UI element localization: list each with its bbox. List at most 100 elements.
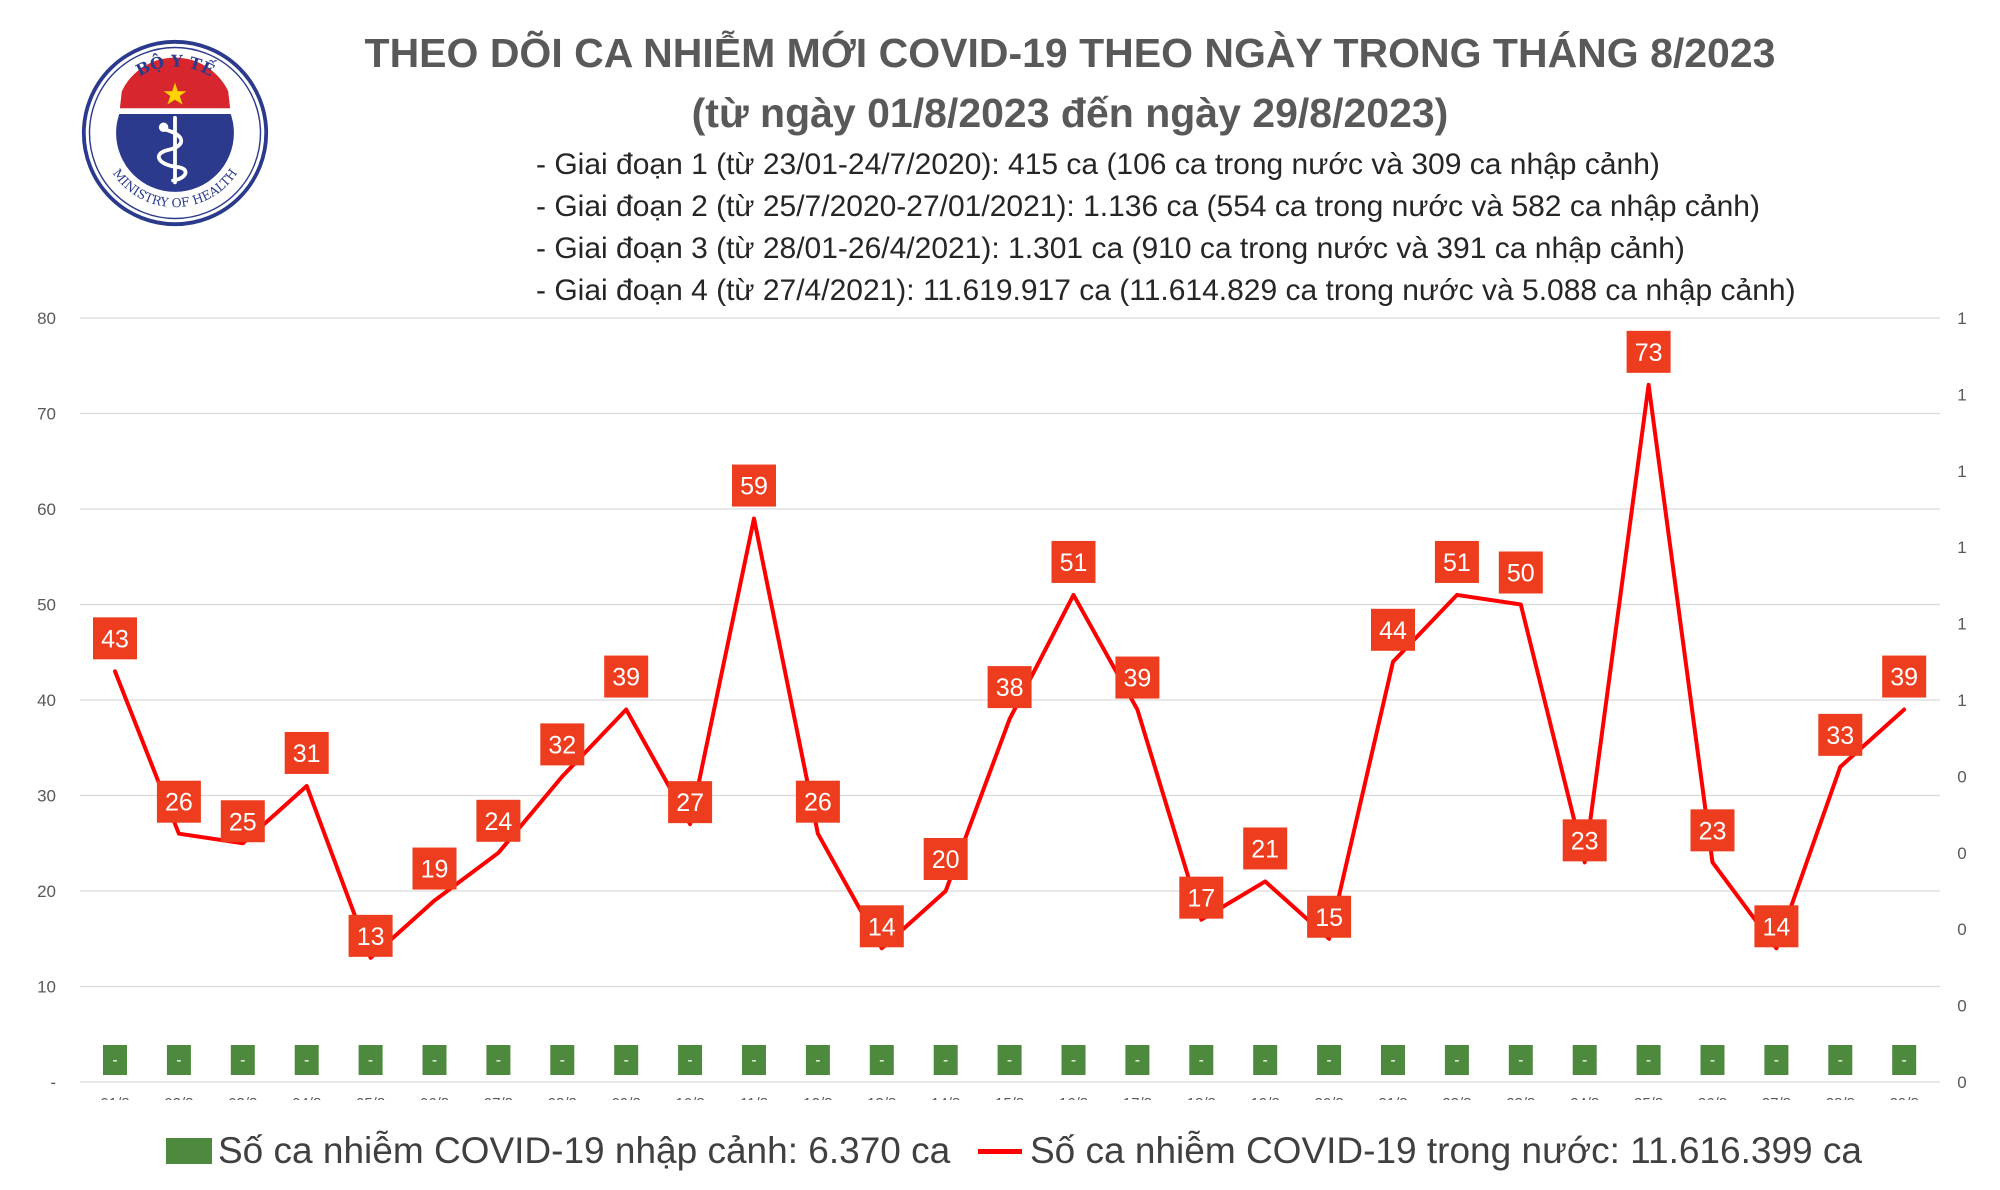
data-label: 24 <box>476 799 521 842</box>
imported-bar-label: - <box>815 1052 820 1069</box>
data-label-box <box>1243 827 1288 870</box>
data-label-text: 17 <box>1187 885 1215 913</box>
data-label-text: 14 <box>1762 913 1790 941</box>
imported-bar <box>742 1045 766 1075</box>
imported-bar-label: - <box>751 1052 756 1069</box>
imported-bar <box>933 1045 958 1075</box>
x-axis-tick-label: 13/8 <box>867 1095 896 1100</box>
legend-item-domestic: Số ca nhiễm COVID-19 trong nước: 11.616.… <box>978 1130 1862 1172</box>
imported-bar <box>1061 1045 1086 1075</box>
imported-bar <box>614 1045 639 1075</box>
data-label-box <box>1434 540 1479 583</box>
data-label: 15 <box>1307 895 1352 938</box>
data-label-box <box>732 464 776 507</box>
data-label-box <box>1179 876 1224 919</box>
imported-bar-label: - <box>687 1052 692 1069</box>
x-axis-tick-label: 23/8 <box>1506 1095 1535 1100</box>
secondary-axis-tick-label: 1 <box>1957 309 1966 328</box>
data-label: 21 <box>1243 827 1288 870</box>
imported-bar <box>1764 1045 1789 1075</box>
x-axis-tick-label: 08/8 <box>548 1095 577 1100</box>
data-label-box <box>476 799 521 842</box>
data-label-box <box>540 723 585 766</box>
data-label-box <box>284 731 329 774</box>
data-label: 51 <box>1051 540 1096 583</box>
imported-bar-label: - <box>1518 1052 1523 1069</box>
secondary-axis-tick-label: 0 <box>1957 1073 1966 1092</box>
imported-bar-label: - <box>1071 1052 1076 1069</box>
data-label-text: 39 <box>612 664 640 692</box>
domestic-cases-line <box>113 382 1907 960</box>
chart-subtitle: (từ ngày 01/8/2023 đến ngày 29/8/2023) <box>691 90 1449 136</box>
data-label-text: 14 <box>868 913 896 941</box>
y-axis-tick-label: 80 <box>37 309 56 328</box>
data-label-box <box>1115 656 1160 699</box>
data-label-text: 38 <box>996 674 1024 702</box>
secondary-axis-tick-label: 1 <box>1957 462 1966 481</box>
data-label-text: 26 <box>804 789 832 817</box>
x-axis-tick-label: 12/8 <box>803 1095 832 1100</box>
y-axis-tick-label: - <box>50 1073 56 1092</box>
data-label-box <box>987 666 1032 709</box>
imported-bar <box>1892 1045 1917 1075</box>
phase-note-4: - Giai đoạn 4 (từ 27/4/2021): 11.619.917… <box>536 274 1796 307</box>
data-label-box <box>1818 713 1863 756</box>
imported-bar <box>550 1045 575 1075</box>
data-label-box <box>795 780 840 823</box>
data-label-box <box>1498 551 1543 594</box>
imported-bar <box>103 1045 127 1075</box>
data-label: 50 <box>1498 551 1543 594</box>
secondary-axis-tick-label: 1 <box>1957 691 1966 710</box>
imported-bar-label: - <box>560 1052 565 1069</box>
imported-bar-label: - <box>1646 1052 1651 1069</box>
x-axis-tick-label: 04/8 <box>292 1095 321 1100</box>
ministry-of-health-logo: BỘ Y TẾ MINISTRY OF HEALTH <box>81 39 269 227</box>
x-axis-tick-label: 18/8 <box>1187 1095 1216 1100</box>
data-label-text: 39 <box>1890 664 1918 692</box>
data-label: 39 <box>604 655 649 698</box>
imported-bar <box>1572 1045 1597 1075</box>
data-label: 23 <box>1562 819 1607 862</box>
data-label-box <box>604 655 649 698</box>
phase-note-3: - Giai đoạn 3 (từ 28/01-26/4/2021): 1.30… <box>536 232 1685 265</box>
data-label-box <box>1882 655 1927 698</box>
data-label: 39 <box>1115 656 1160 699</box>
imported-bar-label: - <box>240 1052 245 1069</box>
y-axis-tick-label: 40 <box>37 691 56 710</box>
data-label: 20 <box>923 838 968 880</box>
data-label-text: 24 <box>484 808 512 836</box>
data-label-text: 15 <box>1315 904 1343 932</box>
data-label-box <box>668 781 713 824</box>
imported-bar-label: - <box>1710 1052 1715 1069</box>
imported-bar <box>1636 1045 1661 1075</box>
imported-bar-label: - <box>1135 1052 1140 1069</box>
data-label-text: 39 <box>1123 665 1151 693</box>
imported-bar-label: - <box>368 1052 373 1069</box>
data-label-text: 59 <box>740 473 768 501</box>
legend-label-imported: Số ca nhiễm COVID-19 nhập cảnh: 6.370 ca <box>218 1130 951 1171</box>
x-axis-tick-label: 15/8 <box>995 1095 1024 1100</box>
x-axis-tick-label: 26/8 <box>1698 1095 1727 1100</box>
imported-bar <box>1508 1045 1533 1075</box>
covid-cases-chart: - 10 20 30 40 50 60 70 80 0 0 0 0 0 1 1 1 1 1 1 01/8 02/8 03/8… <box>37 309 1967 1100</box>
imported-bar-label: - <box>1582 1052 1587 1069</box>
chart-legend: Số ca nhiễm COVID-19 nhập cảnh: 6.370 ca… <box>0 1130 2000 1180</box>
legend-item-imported: Số ca nhiễm COVID-19 nhập cảnh: 6.370 ca <box>166 1130 950 1172</box>
imported-bar-label: - <box>1263 1052 1268 1069</box>
imported-bar-label: - <box>1390 1052 1395 1069</box>
data-label: 14 <box>1754 905 1799 948</box>
imported-bar-label: - <box>1326 1052 1331 1069</box>
data-label-box <box>1307 895 1352 938</box>
data-label: 26 <box>795 780 840 823</box>
imported-bar <box>1444 1045 1469 1075</box>
x-axis-tick-label: 17/8 <box>1123 1095 1152 1100</box>
imported-bar-label: - <box>1774 1052 1779 1069</box>
x-axis-tick-label: 07/8 <box>484 1095 513 1100</box>
caduceus-icon <box>156 115 188 185</box>
data-label-text: 19 <box>421 856 449 884</box>
data-label-box <box>93 617 137 660</box>
data-label-box <box>923 838 968 880</box>
phase-note-2: - Giai đoạn 2 (từ 25/7/2020-27/01/2021):… <box>536 190 1760 223</box>
data-label-box <box>1754 905 1799 948</box>
legend-swatch-domestic <box>978 1148 1022 1154</box>
